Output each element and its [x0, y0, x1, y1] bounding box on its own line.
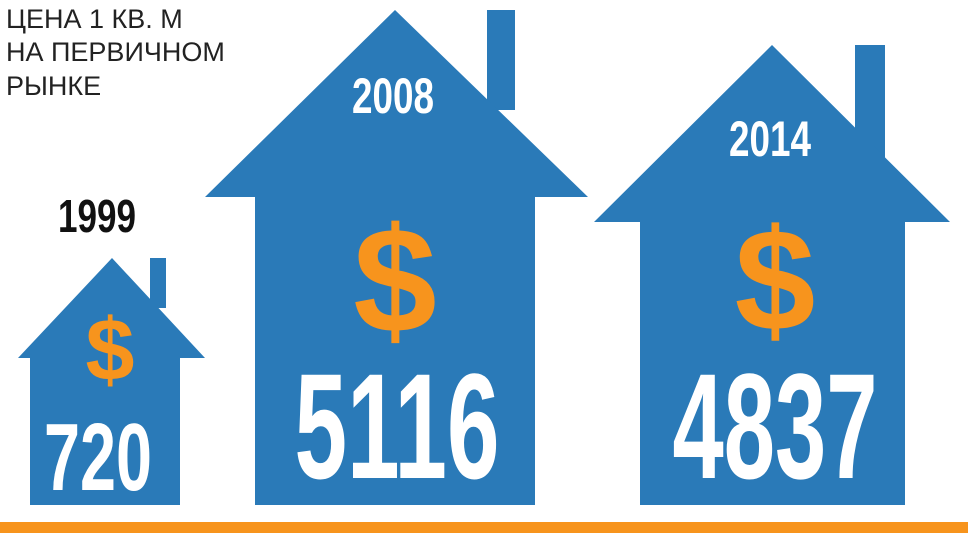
- currency-symbol: $: [735, 199, 816, 361]
- year-label: 1999: [58, 190, 136, 242]
- title-line: РЫНКЕ: [6, 71, 101, 101]
- year-label: 2014: [729, 111, 811, 167]
- year-label: 2008: [352, 68, 434, 124]
- title-line: НА ПЕРВИЧНОМ: [6, 37, 225, 67]
- price-value: 5116: [295, 342, 500, 510]
- house: [594, 45, 950, 505]
- price-value: 4837: [673, 342, 878, 510]
- currency-symbol: $: [86, 300, 135, 399]
- baseline-stripe: [0, 522, 968, 533]
- house: [205, 10, 588, 505]
- title-line: ЦЕНА 1 КВ. М: [6, 4, 183, 34]
- currency-symbol: $: [353, 196, 436, 364]
- price-value: 720: [44, 404, 152, 511]
- house: [18, 258, 205, 505]
